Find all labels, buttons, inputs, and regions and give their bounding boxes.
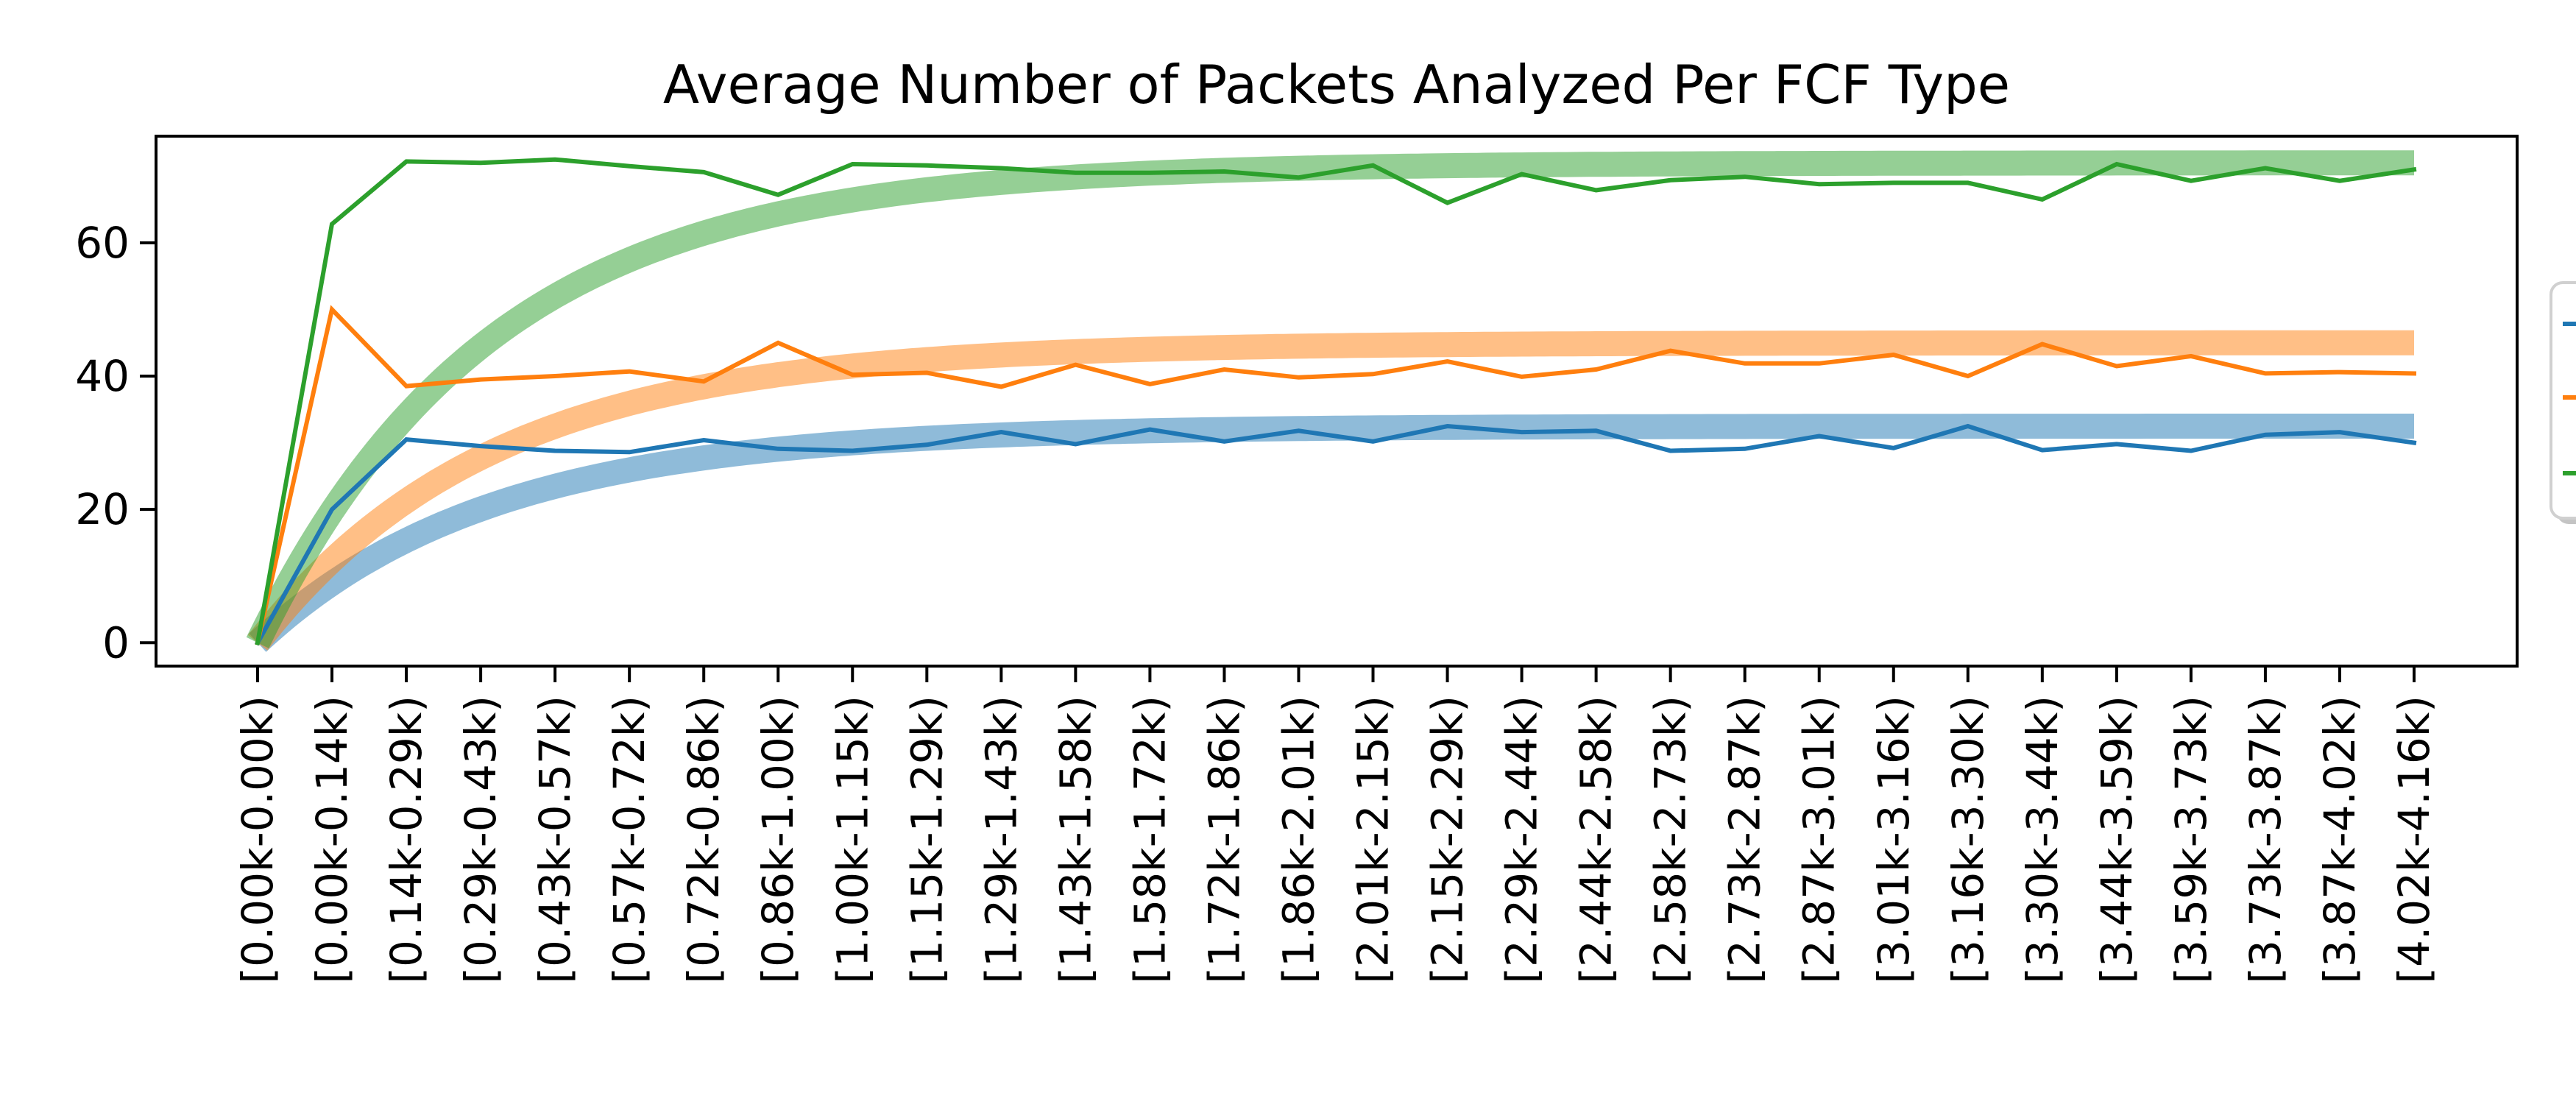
x-tick-label: [3.87k-4.02k) — [2315, 696, 2365, 984]
series-line-3 — [255, 157, 2417, 645]
x-tick-label: [0.14k-0.29k) — [381, 696, 431, 984]
trend-fit-line-2 — [247, 330, 2419, 651]
x-tick-label: [1.43k-1.58k) — [1050, 696, 1100, 984]
x-tick-label: [3.73k-3.87k) — [2240, 696, 2290, 984]
x-tick-label: [2.01k-2.15k) — [1348, 696, 1398, 984]
x-tick-label: [1.72k-1.86k) — [1199, 696, 1249, 984]
x-tick-label: [2.29k-2.44k) — [1497, 696, 1547, 984]
x-tick-label: [0.72k-0.86k) — [679, 696, 729, 984]
x-tick-label: [0.43k-0.57k) — [530, 696, 580, 984]
x-tick-label: [1.29k-1.43k) — [976, 696, 1026, 984]
x-tick-label: [0.57k-0.72k) — [604, 696, 654, 984]
x-tick-label: [3.01k-3.16k) — [1869, 696, 1919, 984]
legend — [2550, 281, 2576, 524]
x-axis: [0.00k-0.00k) [0.00k-0.14k) [0.14k-0.29k) [… — [233, 666, 2439, 984]
x-tick-label: [1.15k-1.29k) — [902, 696, 952, 984]
x-tick-label: [3.59k-3.73k) — [2166, 696, 2216, 984]
x-tick-label: [1.58k-1.72k) — [1125, 696, 1175, 984]
x-tick-label: [2.73k-2.87k) — [1720, 696, 1770, 984]
x-tick-label: [0.86k-1.00k) — [753, 696, 803, 984]
legend-box — [2550, 281, 2576, 520]
x-tick-label: [0.00k-0.14k) — [307, 696, 357, 984]
y-tick-label: 20 — [75, 484, 130, 534]
x-tick-label: [2.44k-2.58k) — [1571, 696, 1621, 984]
chart-title: Average Number of Packets Analyzed Per F… — [663, 54, 2010, 116]
x-tick-label: [0.00k-0.00k) — [233, 696, 283, 984]
x-tick-label: [0.29k-0.43k) — [456, 696, 506, 984]
x-tick-label: [2.15k-2.29k) — [1423, 696, 1473, 984]
plot-area-frame — [155, 135, 2519, 668]
x-tick-label: [3.30k-3.44k) — [2017, 696, 2067, 984]
series-layer — [254, 157, 2417, 646]
y-tick-label: 60 — [75, 218, 130, 268]
x-tick-label: [1.86k-2.01k) — [1273, 696, 1323, 984]
trend-fit-line-3 — [246, 150, 2419, 648]
x-tick-label: [3.16k-3.30k) — [1943, 696, 1993, 984]
trend-fit-line-1 — [249, 414, 2419, 652]
x-tick-label: [4.02k-4.16k) — [2389, 696, 2439, 984]
trend-fit-layer — [246, 150, 2419, 652]
x-tick-label: [2.58k-2.73k) — [1646, 696, 1696, 984]
x-tick-label: [1.00k-1.15k) — [827, 696, 877, 984]
series-line-2 — [255, 305, 2417, 645]
y-tick-label: 40 — [75, 351, 130, 401]
series-line-1 — [254, 423, 2417, 646]
y-tick-label: 0 — [102, 618, 130, 668]
x-tick-label: [3.44k-3.59k) — [2092, 696, 2142, 984]
y-axis: 0 20 40 60 — [75, 218, 156, 668]
x-tick-label: [2.87k-3.01k) — [1794, 696, 1844, 984]
